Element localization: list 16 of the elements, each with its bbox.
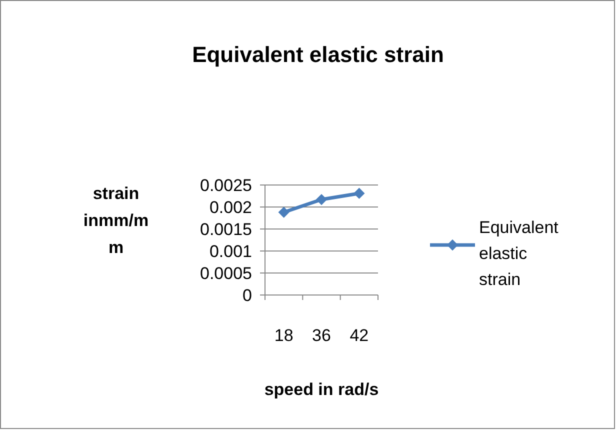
y-tick-label: 0 bbox=[242, 286, 252, 305]
x-tick-label: 36 bbox=[312, 326, 331, 345]
y-axis-title: strain inmm/mm bbox=[83, 184, 149, 257]
y-tick-label: 0.0015 bbox=[200, 220, 252, 239]
point bbox=[278, 206, 290, 218]
y-tick-label: 0.002 bbox=[209, 198, 252, 217]
x-tick-label: 42 bbox=[350, 326, 369, 345]
y-tick-label: 0.0005 bbox=[200, 264, 252, 283]
x-tick-label: 18 bbox=[274, 326, 294, 345]
point bbox=[316, 194, 328, 206]
legend-label: Equivalent elastic strain bbox=[479, 218, 559, 289]
x-axis-title: speed in rad/s bbox=[264, 380, 379, 399]
chart-title: Equivalent elastic strain bbox=[192, 42, 444, 67]
y-tick-label: 0.001 bbox=[209, 242, 252, 261]
point bbox=[354, 188, 365, 199]
y-tick-label: 0.0025 bbox=[200, 176, 252, 195]
